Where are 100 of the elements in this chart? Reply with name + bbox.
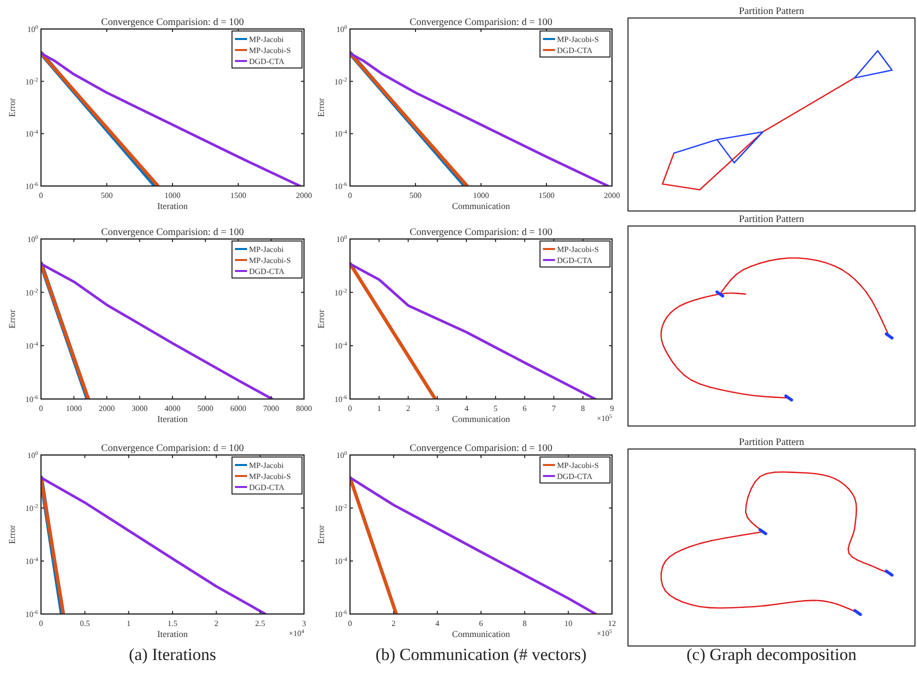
y-tick-label: 10$^{0}$ bbox=[336, 235, 348, 244]
x-axis-title: Communication bbox=[452, 629, 510, 639]
x-tick-label: 6 bbox=[479, 619, 483, 628]
y-tick-label: 10$^{-2}$ bbox=[334, 504, 348, 513]
legend-label: DGD-CTA bbox=[249, 483, 285, 492]
x-tick-label: 2000 bbox=[98, 404, 115, 413]
x-tick-label: 4 bbox=[464, 404, 468, 413]
legend-label: MP-Jacobi-S bbox=[249, 256, 291, 265]
x-tick-label: 12 bbox=[608, 619, 616, 628]
legend-label: MP-Jacobi-S bbox=[557, 461, 599, 470]
x-axis-title: Iteration bbox=[157, 414, 188, 424]
legend-label: DGD-CTA bbox=[557, 46, 593, 55]
y-tick-label: 10$^{-4}$ bbox=[25, 557, 38, 566]
x-tick-label: 4 bbox=[435, 619, 440, 628]
y-tick-label: 10$^{-4}$ bbox=[25, 130, 38, 139]
x-tick-label: 5 bbox=[494, 404, 498, 413]
x-tick-label: 0 bbox=[39, 619, 43, 628]
text: Partition Pattern bbox=[738, 437, 804, 448]
legend-label: MP-Jacobi bbox=[249, 245, 284, 254]
y-tick-label: 10$^{0}$ bbox=[27, 235, 38, 244]
text: (a) Iterations bbox=[128, 645, 216, 664]
x-tick-label: 10 bbox=[564, 619, 572, 628]
y-tick-label: 10$^{-4}$ bbox=[334, 342, 348, 351]
y-tick-label: 10$^{-2}$ bbox=[334, 288, 348, 298]
text: ×10$^{5}$ bbox=[596, 414, 612, 423]
y-tick-label: 10$^{-6}$ bbox=[25, 610, 38, 619]
legend-label: MP-Jacobi-S bbox=[249, 472, 291, 481]
y-axis-title: Error bbox=[7, 525, 17, 544]
x-tick-label: 9 bbox=[610, 404, 614, 413]
x-tick-label: 3000 bbox=[132, 404, 148, 413]
legend-label: DGD-CTA bbox=[249, 57, 285, 66]
chart-title: Convergence Comparision: d = 100 bbox=[101, 227, 244, 238]
y-tick-label: 10$^{-6}$ bbox=[25, 182, 38, 191]
x-tick-label: 0.5 bbox=[80, 619, 90, 628]
y-tick-label: 10$^{-4}$ bbox=[334, 557, 348, 566]
x-tick-label: 8 bbox=[522, 619, 527, 628]
y-tick-label: 10$^{-6}$ bbox=[334, 395, 348, 404]
x-tick-label: 2000 bbox=[296, 191, 312, 200]
x-tick-label: 0 bbox=[348, 191, 352, 200]
x-tick-label: 6000 bbox=[230, 404, 246, 413]
x-tick-label: 2000 bbox=[604, 191, 620, 200]
text: (c) Graph decomposition bbox=[686, 645, 857, 664]
x-tick-label: 1.5 bbox=[168, 619, 178, 628]
y-axis-title: Error bbox=[316, 310, 326, 328]
y-tick-label: 10$^{-6}$ bbox=[334, 610, 348, 619]
x-tick-label: 1 bbox=[377, 404, 382, 413]
chart-title: Convergence Comparision: d = 100 bbox=[101, 17, 244, 28]
y-tick-label: 10$^{-2}$ bbox=[25, 77, 38, 86]
x-tick-label: 1 bbox=[126, 619, 131, 628]
y-tick-label: 10$^{-4}$ bbox=[334, 130, 348, 139]
x-tick-label: 2 bbox=[214, 619, 218, 628]
x-tick-label: 0 bbox=[39, 191, 43, 200]
y-tick-label: 10$^{-2}$ bbox=[334, 77, 348, 86]
x-tick-label: 500 bbox=[100, 191, 113, 200]
chart-title: Convergence Comparision: d = 100 bbox=[410, 227, 552, 238]
y-tick-label: 10$^{0}$ bbox=[27, 451, 38, 460]
x-tick-label: 1000 bbox=[66, 404, 82, 413]
legend-label: DGD-CTA bbox=[249, 267, 285, 276]
legend-label: DGD-CTA bbox=[557, 472, 593, 481]
x-tick-label: 8 bbox=[580, 404, 585, 413]
chart-title: Convergence Comparision: d = 100 bbox=[101, 443, 244, 454]
x-tick-label: 7000 bbox=[263, 404, 280, 413]
x-tick-label: 1000 bbox=[164, 191, 180, 200]
legend-label: MP-Jacobi bbox=[249, 461, 284, 470]
y-tick-label: 10$^{-2}$ bbox=[25, 288, 38, 298]
chart-title: Convergence Comparision: d = 100 bbox=[410, 443, 552, 454]
legend-label: MP-Jacobi-S bbox=[557, 35, 599, 44]
x-tick-label: 3 bbox=[435, 404, 440, 413]
y-axis-title: Error bbox=[7, 310, 17, 328]
y-tick-label: 10$^{0}$ bbox=[336, 451, 348, 460]
x-tick-label: 2 bbox=[406, 404, 410, 413]
text: (b) Communication (# vectors) bbox=[375, 645, 587, 664]
legend-label: MP-Jacobi bbox=[249, 35, 284, 44]
x-axis-title: Iteration bbox=[157, 201, 188, 211]
x-tick-label: 0 bbox=[348, 404, 352, 413]
y-tick-label: 10$^{-4}$ bbox=[25, 342, 38, 351]
text: ×10$^{4}$ bbox=[288, 629, 304, 638]
text: Partition Pattern bbox=[738, 214, 804, 225]
legend-label: MP-Jacobi-S bbox=[249, 46, 291, 55]
y-axis-title: Error bbox=[7, 98, 17, 117]
x-tick-label: 2 bbox=[392, 619, 396, 628]
text: ×10$^{5}$ bbox=[596, 629, 612, 638]
x-tick-label: 3 bbox=[302, 619, 306, 628]
x-tick-label: 500 bbox=[410, 191, 422, 200]
x-tick-label: 0 bbox=[39, 404, 43, 413]
x-tick-label: 1500 bbox=[230, 191, 246, 200]
x-axis-title: Communication bbox=[452, 414, 510, 424]
x-axis-title: Communication bbox=[452, 201, 510, 211]
y-tick-label: 10$^{-2}$ bbox=[25, 504, 38, 513]
y-tick-label: 10$^{0}$ bbox=[27, 25, 38, 34]
text: Partition Pattern bbox=[738, 6, 804, 17]
y-tick-label: 10$^{-6}$ bbox=[334, 182, 348, 191]
legend-label: DGD-CTA bbox=[557, 256, 593, 265]
x-tick-label: 5000 bbox=[197, 404, 214, 413]
y-tick-label: 10$^{-6}$ bbox=[25, 395, 38, 404]
y-tick-label: 10$^{0}$ bbox=[336, 25, 348, 34]
x-tick-label: 1000 bbox=[473, 191, 489, 200]
chart-title: Convergence Comparision: d = 100 bbox=[410, 17, 552, 28]
y-axis-title: Error bbox=[316, 98, 326, 117]
x-tick-label: 0 bbox=[348, 619, 352, 628]
